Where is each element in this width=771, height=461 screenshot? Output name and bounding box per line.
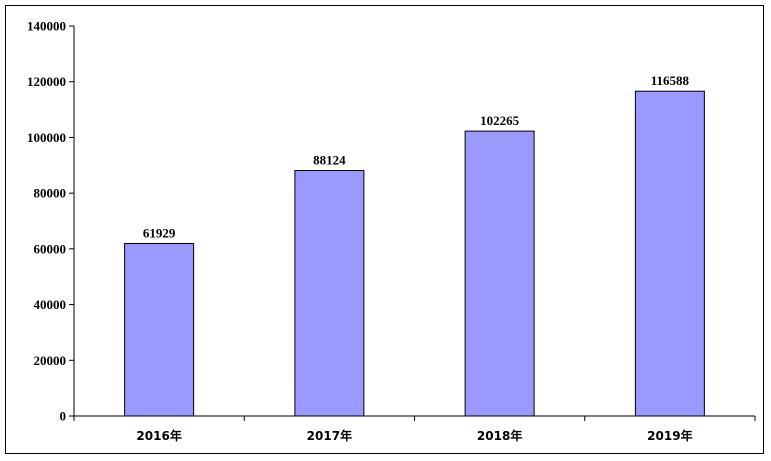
- y-tick-label: 20000: [34, 353, 67, 368]
- data-label: 61929: [143, 225, 176, 240]
- data-label: 102265: [480, 113, 520, 128]
- x-tick-label: 2019年: [647, 428, 692, 443]
- y-tick-label: 40000: [34, 297, 67, 312]
- y-axis-ticks: 0 20000 40000 60000 80000 100000 120000 140000: [27, 19, 74, 424]
- bar: [634, 90, 705, 417]
- y-tick-label: 60000: [34, 241, 67, 256]
- bars-group: 61929 88124 102265 116588: [124, 73, 705, 417]
- bar: [464, 130, 535, 417]
- bar: [294, 170, 365, 417]
- y-tick-label: 140000: [27, 19, 66, 34]
- data-label: 88124: [313, 153, 346, 168]
- y-tick-label: 80000: [34, 186, 67, 201]
- y-tick-label: 120000: [27, 74, 66, 89]
- y-tick-label: 0: [60, 409, 67, 424]
- y-tick-label: 100000: [27, 130, 66, 145]
- bar: [124, 242, 195, 417]
- x-tick-label: 2017年: [307, 428, 352, 443]
- data-label: 116588: [651, 73, 690, 88]
- x-tick-label: 2016年: [136, 428, 181, 443]
- x-axis: 2016年 2017年 2018年 2019年: [73, 415, 756, 443]
- x-tick-label: 2018年: [477, 428, 522, 443]
